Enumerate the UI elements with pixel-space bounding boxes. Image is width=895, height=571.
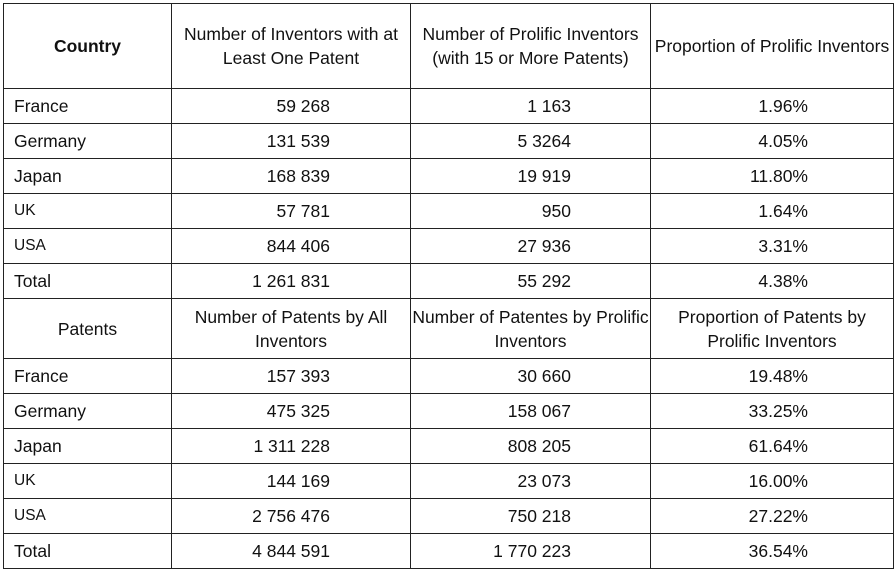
table-cell: 475 325 — [171, 393, 411, 429]
table-cell: 61.64% — [650, 428, 894, 464]
table-row: USA 2 756 476 750 218 27.22% — [3, 498, 894, 534]
column-header: Number of Prolific Inventors (with 15 or… — [410, 3, 651, 89]
table-cell: 36.54% — [650, 533, 894, 569]
row-label: France — [3, 358, 172, 394]
row-label: Japan — [3, 158, 172, 194]
table-row: France 157 393 30 660 19.48% — [3, 358, 894, 394]
column-header: Proportion of Patents by Prolific Invent… — [650, 298, 894, 359]
table-cell: 27 936 — [410, 228, 651, 264]
table-cell: 5 3264 — [410, 123, 651, 159]
column-header: Proportion of Prolific Inventors — [650, 3, 894, 89]
table-row: UK 144 169 23 073 16.00% — [3, 463, 894, 499]
row-label: USA — [3, 498, 172, 534]
patent-statistics-table: Country Number of Inventors with at Least… — [3, 3, 894, 569]
table-row: Total 4 844 591 1 770 223 36.54% — [3, 533, 894, 569]
table-cell: 808 205 — [410, 428, 651, 464]
table-cell: 1.64% — [650, 193, 894, 229]
column-header: Number of Patentes by Prolific Inventors — [410, 298, 651, 359]
table-cell: 30 660 — [410, 358, 651, 394]
table-row: USA 844 406 27 936 3.31% — [3, 228, 894, 264]
table-cell: 1 261 831 — [171, 263, 411, 299]
table-row: Japan 1 311 228 808 205 61.64% — [3, 428, 894, 464]
row-label: Germany — [3, 123, 172, 159]
table-cell: 844 406 — [171, 228, 411, 264]
table-cell: 27.22% — [650, 498, 894, 534]
table-cell: 3.31% — [650, 228, 894, 264]
row-label: UK — [3, 463, 172, 499]
table-cell: 950 — [410, 193, 651, 229]
column-header: Patents — [3, 298, 172, 359]
column-header: Number of Inventors with at Least One Pa… — [171, 3, 411, 89]
table-cell: 4.05% — [650, 123, 894, 159]
table-row: Germany 131 539 5 3264 4.05% — [3, 123, 894, 159]
table-cell: 19 919 — [410, 158, 651, 194]
table-row: Germany 475 325 158 067 33.25% — [3, 393, 894, 429]
table-cell: 4.38% — [650, 263, 894, 299]
table-cell: 168 839 — [171, 158, 411, 194]
table-cell: 1.96% — [650, 88, 894, 124]
table-cell: 750 218 — [410, 498, 651, 534]
table-cell: 57 781 — [171, 193, 411, 229]
row-label: Total — [3, 263, 172, 299]
table-cell: 158 067 — [410, 393, 651, 429]
table-cell: 33.25% — [650, 393, 894, 429]
table-row: France 59 268 1 163 1.96% — [3, 88, 894, 124]
column-header: Country — [3, 3, 172, 89]
row-label: USA — [3, 228, 172, 264]
table-cell: 55 292 — [410, 263, 651, 299]
table-row: UK 57 781 950 1.64% — [3, 193, 894, 229]
row-label: Total — [3, 533, 172, 569]
table-cell: 4 844 591 — [171, 533, 411, 569]
row-label: UK — [3, 193, 172, 229]
table-cell: 16.00% — [650, 463, 894, 499]
table-cell: 11.80% — [650, 158, 894, 194]
row-label: France — [3, 88, 172, 124]
table-cell: 2 756 476 — [171, 498, 411, 534]
table-cell: 23 073 — [410, 463, 651, 499]
table-cell: 157 393 — [171, 358, 411, 394]
row-label: Japan — [3, 428, 172, 464]
table-cell: 59 268 — [171, 88, 411, 124]
row-label: Germany — [3, 393, 172, 429]
table-cell: 144 169 — [171, 463, 411, 499]
table-cell: 1 770 223 — [410, 533, 651, 569]
table-cell: 131 539 — [171, 123, 411, 159]
table2-header-row: Patents Number of Patents by All Inventor… — [3, 298, 894, 359]
table1-header-row: Country Number of Inventors with at Least… — [3, 3, 894, 89]
table-cell: 1 311 228 — [171, 428, 411, 464]
table-row: Japan 168 839 19 919 11.80% — [3, 158, 894, 194]
column-header: Number of Patents by All Inventors — [171, 298, 411, 359]
table-cell: 1 163 — [410, 88, 651, 124]
table-body: Country Number of Inventors with at Least… — [3, 3, 894, 569]
table-cell: 19.48% — [650, 358, 894, 394]
table-row: Total 1 261 831 55 292 4.38% — [3, 263, 894, 299]
